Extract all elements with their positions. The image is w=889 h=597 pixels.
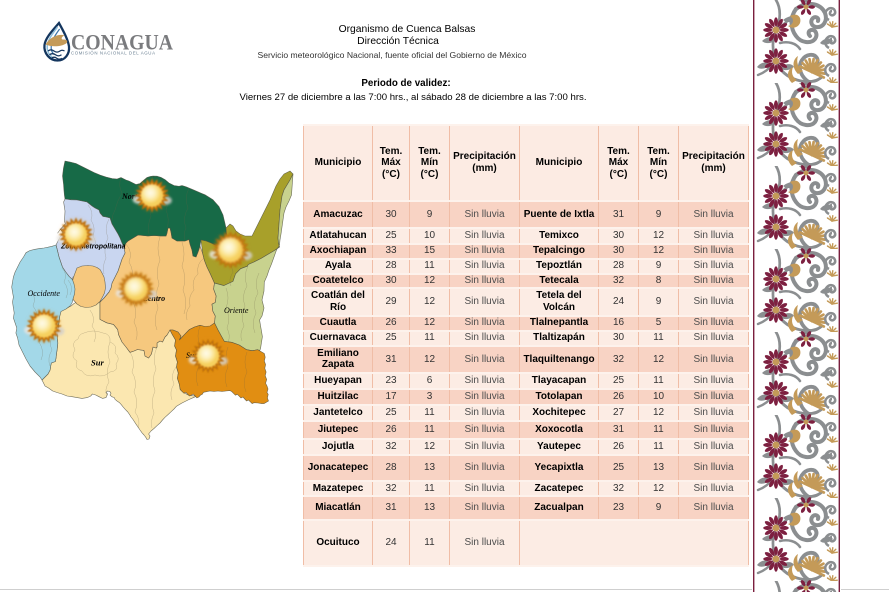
svg-text:Sur: Sur (91, 358, 104, 368)
svg-text:Norte: Norte (121, 192, 141, 201)
svg-text:COMISIÓN NACIONAL DEL AGUA: COMISIÓN NACIONAL DEL AGUA (71, 51, 155, 56)
svg-text:Zona Metropolitana: Zona Metropolitana (60, 244, 126, 251)
svg-text:Occidente: Occidente (28, 289, 61, 298)
svg-text:CONAGUA: CONAGUA (71, 30, 173, 55)
svg-text:Oriente: Oriente (224, 306, 249, 315)
svg-text:Centro: Centro (143, 294, 166, 303)
